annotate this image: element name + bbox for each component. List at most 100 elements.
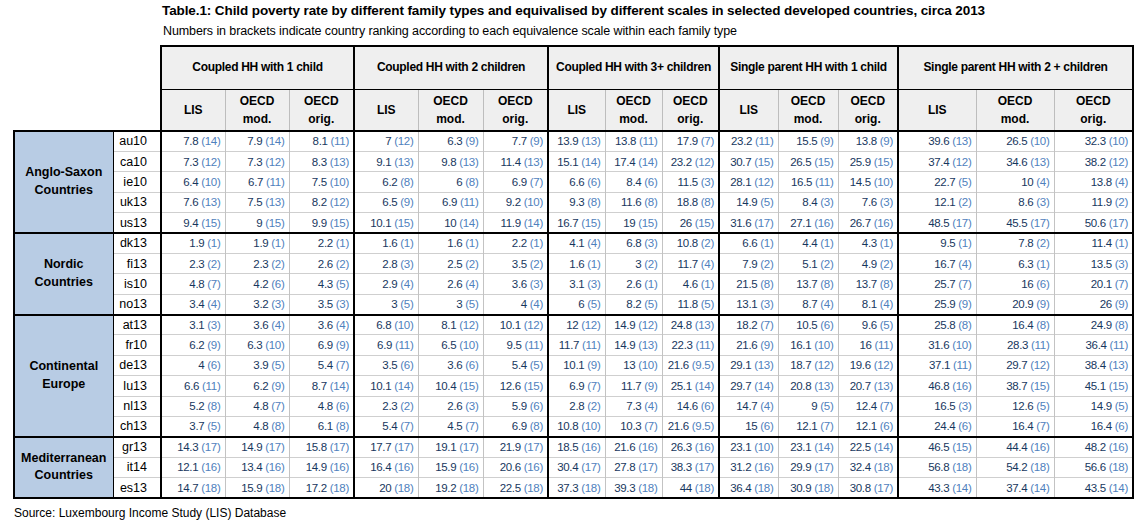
- value-cell: 12 (12): [548, 315, 605, 335]
- country-rank: (3): [587, 278, 600, 290]
- poverty-rate-value: 7.5: [312, 176, 327, 188]
- value-cell: 6.5 (9): [354, 192, 418, 212]
- value-cell: 6 (8): [418, 172, 483, 192]
- country-rank: (2): [465, 258, 478, 270]
- value-cell: 20.9 (9): [976, 294, 1054, 314]
- country-rank: (3): [820, 196, 833, 208]
- country-code-cell: nl13: [113, 396, 161, 416]
- country-code-cell: ie10: [113, 172, 161, 192]
- country-rank: (17): [201, 441, 220, 453]
- poverty-rate-value: 7: [385, 135, 391, 147]
- value-cell: 22.3 (11): [662, 335, 719, 355]
- country-code-cell: es13: [113, 478, 161, 498]
- poverty-rate-value: 7.8: [1018, 237, 1033, 249]
- poverty-rate-value: 16.5: [791, 176, 812, 188]
- value-cell: 11.9 (14): [483, 213, 548, 233]
- header-blank-cell: [14, 89, 161, 131]
- value-cell: 4.8 (6): [289, 396, 354, 416]
- value-cell: 16.5 (11): [778, 172, 838, 192]
- value-cell: 6 (5): [548, 294, 605, 314]
- poverty-rate-value: 7.6: [183, 196, 198, 208]
- poverty-rate-value: 22.3: [672, 339, 693, 351]
- value-cell: 7.8 (2): [976, 233, 1054, 253]
- value-cell: 18.7 (12): [778, 355, 838, 375]
- value-cell: 17.9 (7): [662, 131, 719, 151]
- poverty-rate-value: 13.8: [1091, 176, 1112, 188]
- country-rank: (11): [525, 339, 543, 351]
- value-cell: 16.4 (6): [1054, 416, 1133, 436]
- value-cell: 6.2 (8): [354, 172, 418, 192]
- value-cell: 20 (18): [354, 478, 418, 498]
- country-rank: (7): [530, 176, 543, 188]
- poverty-rate-value: 9: [256, 217, 262, 229]
- poverty-rate-value: 11.9: [500, 217, 520, 229]
- value-cell: 8.6 (3): [976, 192, 1054, 212]
- country-rank: (6): [880, 420, 893, 432]
- poverty-rate-value: 13: [623, 359, 635, 371]
- poverty-rate-value: 21.6: [614, 441, 635, 453]
- value-cell: 3.6 (3): [483, 274, 548, 294]
- poverty-rate-value: 15.8: [306, 441, 327, 453]
- country-rank: (18): [814, 482, 833, 494]
- country-rank: (10): [874, 176, 893, 188]
- poverty-rate-value: 6: [456, 176, 462, 188]
- value-cell: 24.4 (6): [898, 416, 976, 436]
- country-rank: (9): [760, 339, 773, 351]
- poverty-rate-value: 4.8: [253, 400, 268, 412]
- value-cell: 2.2 (1): [289, 233, 354, 253]
- value-cell: 29.7 (12): [976, 355, 1054, 375]
- value-cell: 16.7 (15): [548, 213, 605, 233]
- country-rank: (17): [394, 441, 413, 453]
- poverty-rate-value: 15: [745, 420, 757, 432]
- poverty-rate-value: 19.1: [435, 441, 456, 453]
- poverty-rate-value: 32.4: [850, 461, 871, 473]
- poverty-rate-value: 14.9: [736, 196, 757, 208]
- value-cell: 25.1 (14): [662, 376, 719, 396]
- value-cell: 13.5 (3): [1054, 253, 1133, 273]
- poverty-rate-value: 24.4: [934, 420, 955, 432]
- country-rank: (6): [530, 400, 543, 412]
- country-rank: (9): [530, 135, 543, 147]
- poverty-rate-value: 7.6: [862, 196, 877, 208]
- value-cell: 5.4 (7): [289, 355, 354, 375]
- value-cell: 29.1 (13): [719, 355, 778, 375]
- poverty-rate-value: 25.9: [850, 156, 871, 168]
- country-rank: (14): [754, 380, 773, 392]
- value-cell: 2.6 (1): [605, 274, 662, 294]
- poverty-rate-value: 6.9: [377, 339, 392, 351]
- country-code-cell: ch13: [113, 416, 161, 436]
- poverty-rate-value: 13.1: [736, 298, 757, 310]
- value-cell: 14.7 (4): [719, 396, 778, 416]
- country-rank: (13): [1030, 156, 1049, 168]
- country-rank: (17): [754, 217, 773, 229]
- value-cell: 37.3 (18): [548, 478, 605, 498]
- header-row-scales: LISOECD mod.OECD orig.LISOECD mod.OECD o…: [14, 89, 1133, 131]
- value-cell: 3.5 (2): [483, 253, 548, 273]
- poverty-rate-value: 8.7: [312, 380, 327, 392]
- poverty-rate-value: 10.5: [796, 319, 817, 331]
- value-cell: 31.6 (17): [719, 213, 778, 233]
- poverty-rate-value: 10: [1021, 176, 1033, 188]
- country-rank: (15): [874, 156, 893, 168]
- poverty-rate-value: 4.2: [253, 278, 268, 290]
- country-rank: (6): [760, 420, 773, 432]
- value-cell: 37.4 (14): [976, 478, 1054, 498]
- country-rank: (15): [394, 217, 413, 229]
- poverty-rate-value: 9.2: [506, 196, 521, 208]
- poverty-rate-value: 3: [635, 258, 641, 270]
- value-cell: 20.1 (7): [1054, 274, 1133, 294]
- poverty-rate-value: 44.4: [1006, 441, 1027, 453]
- poverty-rate-value: 12.4: [856, 400, 877, 412]
- value-cell: 10 (4): [976, 172, 1054, 192]
- country-rank: (17): [638, 461, 657, 473]
- poverty-rate-value: 7.3: [183, 156, 198, 168]
- country-code-cell: it14: [113, 457, 161, 477]
- country-rank: (13): [330, 156, 349, 168]
- country-rank: (18): [330, 482, 349, 494]
- country-rank: (18): [394, 482, 413, 494]
- value-cell: 14.5 (10): [838, 172, 898, 192]
- poverty-rate-value: 22.5: [850, 441, 871, 453]
- value-cell: 22.5 (18): [483, 478, 548, 498]
- country-rank: (9): [271, 380, 284, 392]
- value-cell: 22.5 (14): [838, 437, 898, 457]
